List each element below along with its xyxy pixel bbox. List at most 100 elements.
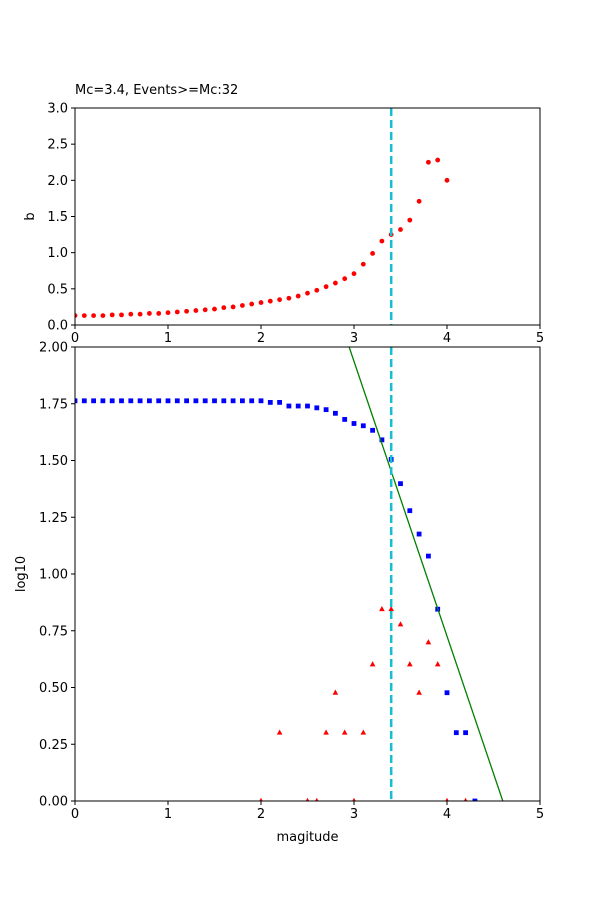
frequency-magnitude-cumulative-point	[398, 481, 403, 487]
frequency-magnitude-y-tick-label: 1.50	[39, 454, 68, 469]
b-value-point	[100, 313, 106, 318]
b-value-y-tick-label: 0.0	[47, 319, 68, 334]
frequency-magnitude-noncumulative-point	[369, 661, 376, 667]
b-value-point	[193, 308, 199, 313]
frequency-magnitude-cumulative-point	[258, 398, 264, 404]
frequency-magnitude-plot-area	[75, 347, 504, 801]
b-value-point	[277, 297, 282, 303]
b-value-y-axis-label: b	[23, 212, 38, 220]
b-value-point	[360, 261, 366, 267]
frequency-magnitude-cumulative-point	[100, 398, 106, 404]
frequency-magnitude-x-tick-label: 5	[536, 807, 544, 822]
frequency-magnitude-noncumulative-point	[416, 689, 422, 695]
b-value-point	[137, 311, 143, 317]
b-value-point	[435, 157, 441, 163]
b-value-point	[156, 311, 162, 316]
b-value-point	[295, 293, 301, 299]
frequency-magnitude-cumulative-point	[91, 398, 96, 404]
b-value-point	[333, 280, 338, 286]
frequency-magnitude-cumulative-point	[444, 690, 450, 696]
b-value-point	[416, 198, 422, 204]
b-value-x-tick-label: 0	[71, 331, 79, 346]
b-value-y-tick-label: 1.5	[47, 210, 68, 225]
frequency-magnitude-cumulative-point	[249, 398, 255, 404]
frequency-magnitude-cumulative-point	[240, 398, 245, 404]
b-value-x-tick-label: 4	[443, 331, 451, 346]
frequency-magnitude-noncumulative-point	[379, 605, 385, 612]
frequency-magnitude-cumulative-point	[379, 437, 385, 443]
b-value-point	[240, 303, 245, 308]
chart-title: Mc=3.4, Events>=Mc:32	[75, 83, 238, 98]
frequency-magnitude-x-tick-label: 0	[71, 807, 79, 822]
b-value-point	[314, 287, 320, 293]
b-value-point	[351, 271, 357, 277]
frequency-magnitude-cumulative-point	[81, 398, 87, 404]
frequency-magnitude-cumulative-point	[314, 405, 320, 411]
b-value-x-tick-label: 1	[164, 331, 172, 346]
frequency-magnitude-axes-frame	[74, 346, 541, 802]
b-value-point	[174, 309, 180, 315]
frequency-magnitude-cumulative-point	[360, 423, 366, 429]
b-value-point	[109, 312, 115, 318]
frequency-magnitude-y-tick-label: 0.50	[39, 681, 68, 696]
b-value-point	[370, 250, 375, 256]
frequency-magnitude-cumulative-point	[147, 398, 152, 404]
b-value-y-tick-label: 0.5	[47, 282, 68, 297]
frequency-magnitude-y-tick-label: 2.00	[39, 341, 68, 356]
frequency-magnitude-cumulative-point	[174, 398, 180, 404]
frequency-magnitude-panel: 0 1 2 3 4 5 0.00 0.25 0.50 0.75 1.00 1.25 1.50 1.75 2…	[14, 341, 544, 846]
b-value-point	[426, 159, 431, 165]
frequency-magnitude-noncumulative-point	[463, 797, 468, 801]
frequency-magnitude-y-tick-label: 0.00	[39, 795, 68, 810]
frequency-magnitude-cumulative-point	[267, 399, 273, 405]
frequency-magnitude-noncumulative-point	[276, 729, 283, 735]
b-value-point	[249, 301, 255, 307]
frequency-magnitude-cumulative-point	[351, 421, 357, 426]
b-value-y-tick-label: 2.5	[47, 138, 68, 153]
b-value-point	[379, 238, 385, 244]
b-value-point	[444, 177, 450, 183]
frequency-magnitude-cumulative-point	[119, 398, 124, 404]
frequency-magnitude-cumulative-point	[156, 398, 162, 404]
frequency-magnitude-x-tick-label: 1	[164, 807, 172, 822]
frequency-magnitude-noncumulative-point	[323, 729, 329, 735]
frequency-magnitude-x-axis-label: magitude	[276, 830, 338, 845]
b-value-point	[184, 308, 190, 314]
frequency-magnitude-noncumulative-point	[425, 639, 432, 645]
frequency-magnitude-noncumulative-point	[397, 621, 404, 627]
frequency-magnitude-cumulative-point	[221, 398, 227, 404]
frequency-magnitude-cumulative-point	[137, 398, 143, 404]
frequency-magnitude-noncumulative-point	[388, 605, 394, 612]
b-value-point	[75, 313, 78, 318]
b-value-point	[342, 276, 348, 282]
frequency-magnitude-cumulative-point	[165, 398, 171, 404]
frequency-magnitude-y-tick-label: 1.25	[39, 511, 68, 526]
frequency-magnitude-cumulative-point	[472, 798, 478, 801]
frequency-magnitude-cumulative-point	[305, 403, 310, 409]
b-value-point	[267, 298, 273, 304]
frequency-magnitude-cumulative-point	[342, 417, 348, 422]
frequency-magnitude-y-tick-label: 0.25	[39, 738, 68, 753]
b-value-point	[230, 304, 236, 310]
b-value-point	[165, 310, 171, 316]
frequency-magnitude-cumulative-point	[453, 730, 459, 736]
b-value-y-tick-label: 1.0	[47, 246, 68, 261]
b-value-y-tick-label: 2.0	[47, 174, 68, 189]
b-value-point	[147, 311, 152, 316]
b-value-point	[258, 300, 264, 305]
frequency-magnitude-x-tick-label: 3	[350, 807, 358, 822]
frequency-magnitude-noncumulative-point	[352, 797, 356, 801]
frequency-magnitude-y-tick-label: 1.75	[39, 397, 68, 412]
frequency-magnitude-cumulative-point	[426, 553, 431, 559]
frequency-magnitude-cumulative-point	[286, 403, 292, 409]
frequency-magnitude-x-tick-label: 4	[443, 807, 451, 822]
b-value-plot-area	[75, 108, 450, 325]
frequency-magnitude-noncumulative-point	[434, 661, 441, 667]
b-value-point	[128, 311, 134, 317]
b-value-panel: Mc=3.4, Events>=Mc:32 0 1 2 3 4 5 0.0 0.5 1.0 1.…	[23, 83, 544, 346]
frequency-magnitude-x-ticks: 0 1 2 3 4 5	[71, 801, 544, 822]
frequency-magnitude-cumulative-point	[407, 508, 413, 514]
frequency-magnitude-cumulative-point	[202, 398, 208, 404]
frequency-magnitude-noncumulative-point	[341, 729, 348, 735]
